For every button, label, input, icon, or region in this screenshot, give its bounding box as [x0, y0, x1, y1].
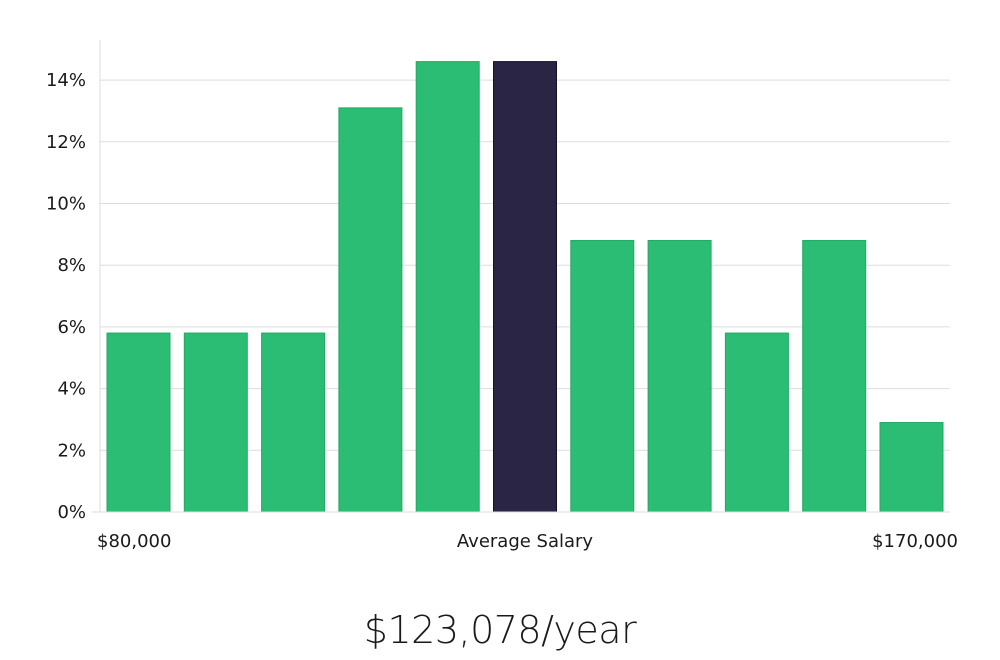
bar [647, 240, 712, 513]
salary-histogram: 0% 2% 4% 6% 8% 10% 12% 14% $80,000 Average Salary… [46, 40, 958, 552]
x-min-label: $80,000 [97, 531, 171, 552]
x-max-label: $170,000 [872, 531, 958, 552]
y-tick-label: 14% [46, 70, 86, 91]
bar [879, 422, 944, 513]
y-tick-label: 2% [57, 440, 86, 461]
x-axis-label: Average Salary [457, 531, 594, 552]
bar [261, 332, 326, 513]
y-tick-label: 4% [57, 379, 86, 400]
bar [183, 332, 248, 513]
bar [724, 332, 789, 513]
y-tick-label: 12% [46, 132, 86, 153]
y-tick-label: 6% [57, 317, 86, 338]
bar [570, 240, 635, 513]
bar [106, 332, 171, 513]
bar [415, 61, 480, 513]
bar [802, 240, 867, 513]
y-tick-label: 0% [57, 502, 86, 523]
y-tick-label: 10% [46, 194, 86, 215]
bar [338, 107, 403, 513]
average-salary-figure: $123,078/year [363, 608, 637, 652]
bar-highlight [493, 61, 557, 513]
y-tick-label: 8% [57, 255, 86, 276]
